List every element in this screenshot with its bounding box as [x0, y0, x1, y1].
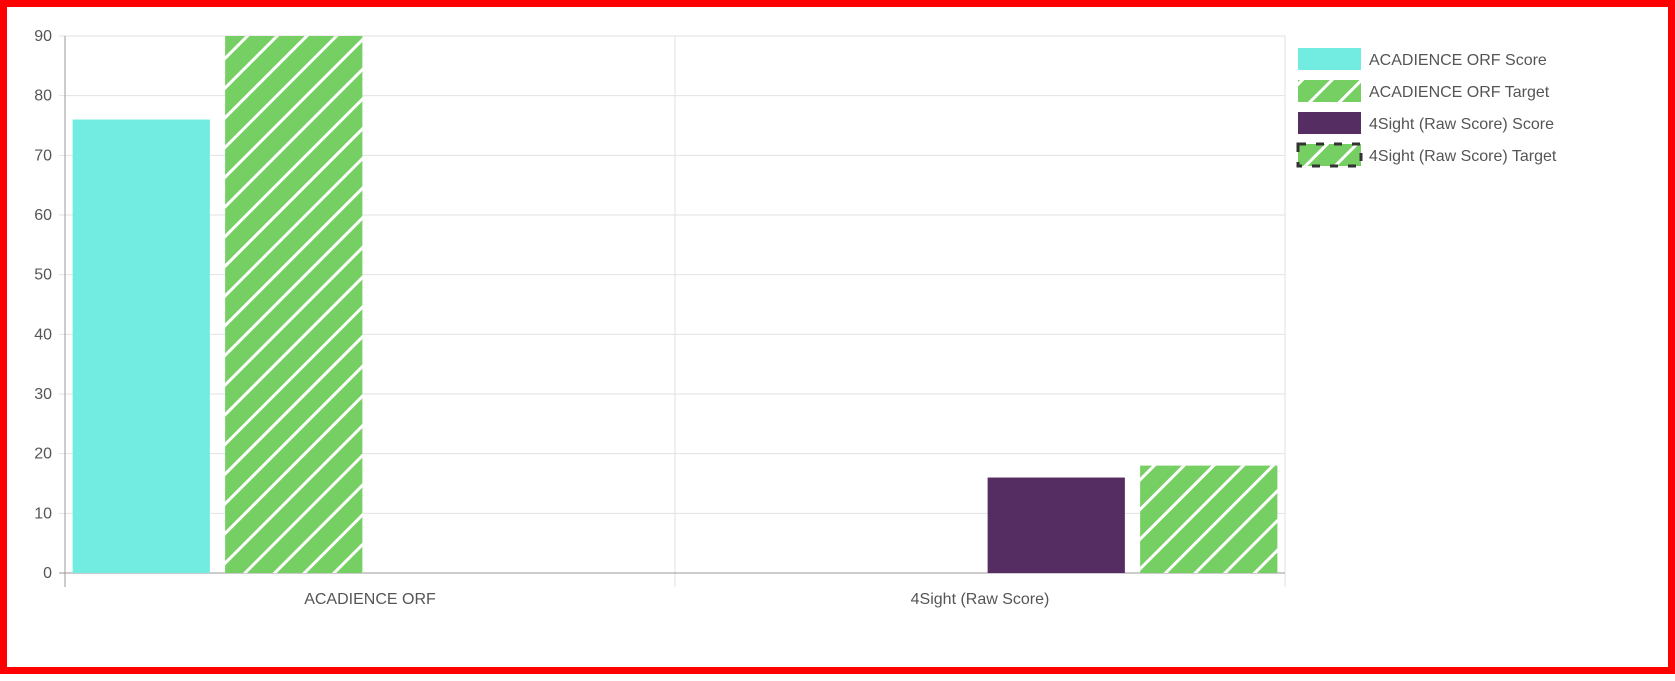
- x-tick-label: 4Sight (Raw Score): [911, 591, 1050, 608]
- legend-label: 4Sight (Raw Score) Score: [1369, 116, 1554, 133]
- y-tick-label: 10: [34, 505, 52, 522]
- bar-0-1[interactable]: [225, 36, 363, 573]
- bar-1-3[interactable]: [1140, 465, 1278, 573]
- x-tick-label: ACADIENCE ORF: [304, 591, 436, 608]
- legend-item[interactable]: ACADIENCE ORF Score: [1298, 48, 1547, 70]
- y-tick-label: 30: [34, 386, 52, 403]
- legend-label: 4Sight (Raw Score) Target: [1369, 148, 1557, 165]
- legend-swatch: [1296, 142, 1363, 168]
- bar-1-2[interactable]: [987, 477, 1125, 573]
- legend-item[interactable]: ACADIENCE ORF Target: [1298, 80, 1550, 102]
- y-tick-label: 20: [34, 446, 52, 463]
- tick-labels: 0 10 20 30 40 50 60 70 80 90 ACADIENCE ORF 4Sight (…: [34, 28, 1049, 608]
- bar-0-0[interactable]: [72, 119, 210, 574]
- y-tick-label: 50: [34, 267, 52, 284]
- legend-label: ACADIENCE ORF Target: [1369, 84, 1550, 101]
- legend-swatch: [1298, 80, 1361, 102]
- legend-item[interactable]: 4Sight (Raw Score) Target: [1296, 142, 1557, 168]
- legend-swatch: [1298, 112, 1361, 134]
- legend-item[interactable]: 4Sight (Raw Score) Score: [1298, 112, 1554, 134]
- y-tick-label: 80: [34, 88, 52, 105]
- y-tick-label: 60: [34, 207, 52, 224]
- y-tick-label: 40: [34, 326, 52, 343]
- legend-swatch: [1298, 48, 1361, 70]
- bars: [72, 36, 1278, 574]
- bar-chart: 0 10 20 30 40 50 60 70 80 90 ACADIENCE ORF 4Sight (…: [34, 28, 1557, 608]
- legend: ACADIENCE ORF Score ACADIENCE ORF Target 4…: [1296, 48, 1557, 168]
- y-tick-label: 90: [34, 28, 52, 45]
- legend-label: ACADIENCE ORF Score: [1369, 52, 1547, 69]
- y-tick-label: 0: [43, 565, 52, 582]
- y-tick-label: 70: [34, 147, 52, 164]
